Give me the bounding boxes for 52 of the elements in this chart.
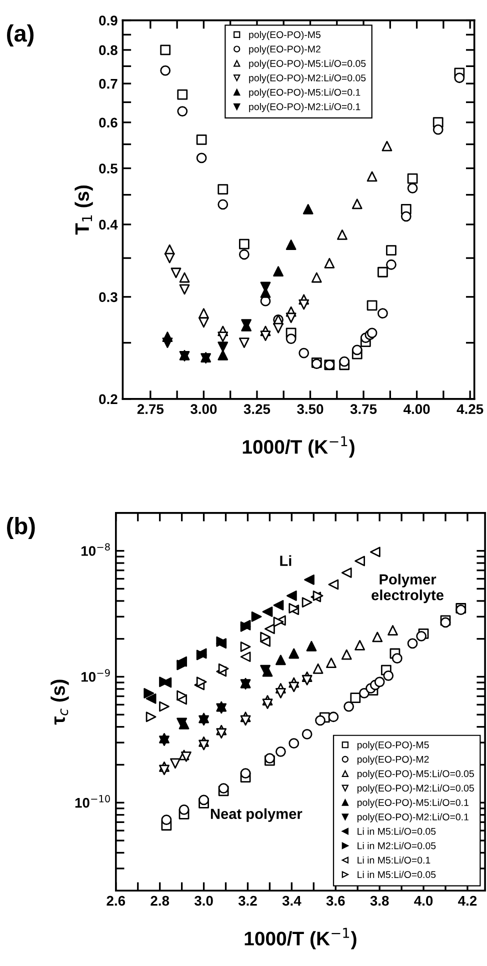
annotation: Polymer electrolyte (372, 574, 444, 604)
legend-label: Li in M2:Li/O=0.05 (358, 842, 436, 850)
x-tick-label: 4.25 (456, 404, 484, 414)
y-tick-label: 10$^{−10}$ (75, 795, 110, 808)
y-tick-label: 0.7 (99, 78, 118, 89)
x-tick-label: 3.4 (282, 896, 302, 906)
chart-title: (b) (7, 517, 35, 540)
x-tick-label: 2.6 (106, 896, 126, 906)
x-tick-label: 3.2 (238, 896, 257, 906)
x-tick-label: 3.8 (370, 896, 389, 906)
x-tick-label: 3.75 (350, 404, 377, 414)
y-tick-label: 0.2 (99, 394, 118, 404)
legend-label: poly(EO-PO)-M2:Li/O=0.1 (249, 103, 360, 112)
legend-label: Li in M5:Li/O=0.05 (358, 870, 436, 878)
x-tick-label: 4.2 (458, 896, 477, 906)
y-tick-label: 0.5 (99, 164, 118, 174)
x-tick-label: 2.8 (150, 896, 170, 906)
x-tick-label: 3.6 (326, 896, 345, 906)
x-axis-title: 1000/T (K$^{−1}$) (244, 928, 356, 950)
y-axis-title: T$_{1}$ (s) (74, 185, 93, 235)
legend-label: poly(EO-PO)-M2:Li/O=0.1 (357, 813, 468, 822)
legend-label: poly(EO-PO)-M5:Li/O=0.1 (357, 798, 468, 808)
y-axis-title: τ$_{c}$ (s) (50, 680, 69, 725)
legend-label: poly(EO-PO)-M5 (249, 30, 321, 40)
chart-title: (a) (7, 24, 34, 46)
legend-label: poly(EO-PO)-M2:Li/O=0.05 (249, 74, 366, 84)
y-tick-label: 10$^{−9}$ (82, 669, 110, 682)
y-tick-label: 10$^{−8}$ (82, 543, 110, 556)
x-tick-label: 3.0 (194, 896, 213, 906)
x-tick-label: 4.0 (414, 896, 433, 906)
x-tick-label: 3.50 (297, 404, 324, 414)
annotation: Li (280, 555, 292, 566)
x-tick-label: 2.75 (137, 404, 164, 414)
y-tick-label: 0.4 (99, 220, 118, 230)
x-tick-label: 3.25 (244, 404, 270, 414)
y-tick-label: 0.9 (99, 16, 118, 26)
legend-label: poly(EO-PO)-M2 (357, 756, 429, 765)
legend-label: poly(EO-PO)-M5:Li/O=0.05 (249, 60, 366, 69)
legend-label: poly(EO-PO)-M2:Li/O=0.05 (357, 784, 474, 794)
legend-label: poly(EO-PO)-M5 (357, 741, 429, 750)
legend-label: Li in M5:Li/O=0.05 (358, 828, 436, 835)
x-tick-label: 4.00 (403, 404, 430, 414)
annotation: Neat polymer (210, 808, 302, 822)
legend-label: poly(EO-PO)-M5:Li/O=0.05 (357, 770, 474, 780)
legend-label: Li in M5:Li/O=0.1 (358, 856, 430, 864)
legend-label: poly(EO-PO)-M2 (249, 45, 320, 54)
x-tick-label: 3.00 (190, 404, 217, 414)
x-axis-title: 1000/T (K$^{−1}$) (242, 436, 354, 458)
y-tick-label: 0.8 (99, 45, 118, 56)
y-tick-label: 0.6 (99, 118, 118, 128)
y-tick-label: 0.3 (99, 292, 118, 302)
legend-label: poly(EO-PO)-M5:Li/O=0.1 (249, 88, 360, 98)
